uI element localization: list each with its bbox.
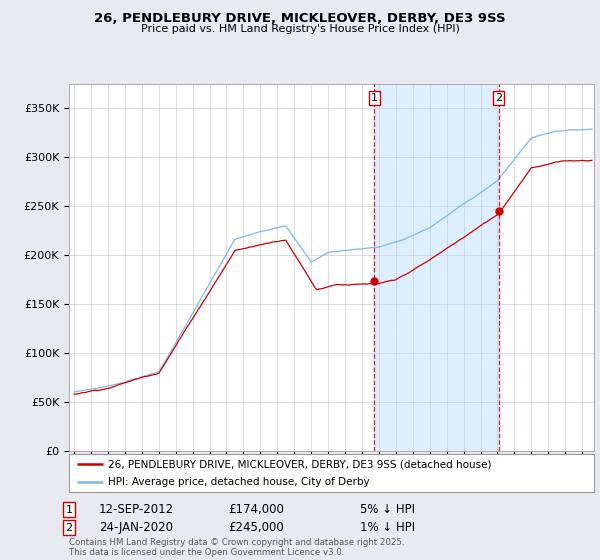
Text: 24-JAN-2020: 24-JAN-2020: [99, 521, 173, 534]
Text: 1% ↓ HPI: 1% ↓ HPI: [360, 521, 415, 534]
Bar: [374, 84, 499, 451]
Text: 26, PENDLEBURY DRIVE, MICKLEOVER, DERBY, DE3 9SS: 26, PENDLEBURY DRIVE, MICKLEOVER, DERBY,…: [94, 12, 506, 25]
Text: Price paid vs. HM Land Registry's House Price Index (HPI): Price paid vs. HM Land Registry's House …: [140, 24, 460, 34]
Text: 1: 1: [65, 505, 73, 515]
Text: 26, PENDLEBURY DRIVE, MICKLEOVER, DERBY, DE3 9SS (detached house): 26, PENDLEBURY DRIVE, MICKLEOVER, DERBY,…: [109, 459, 492, 469]
Text: 2: 2: [495, 93, 502, 103]
Text: HPI: Average price, detached house, City of Derby: HPI: Average price, detached house, City…: [109, 477, 370, 487]
Text: £174,000: £174,000: [228, 503, 284, 516]
Text: 1: 1: [371, 93, 377, 103]
Text: Contains HM Land Registry data © Crown copyright and database right 2025.
This d: Contains HM Land Registry data © Crown c…: [69, 538, 404, 557]
Text: £245,000: £245,000: [228, 521, 284, 534]
Text: 5% ↓ HPI: 5% ↓ HPI: [360, 503, 415, 516]
Text: 2: 2: [65, 522, 73, 533]
Text: 12-SEP-2012: 12-SEP-2012: [99, 503, 174, 516]
